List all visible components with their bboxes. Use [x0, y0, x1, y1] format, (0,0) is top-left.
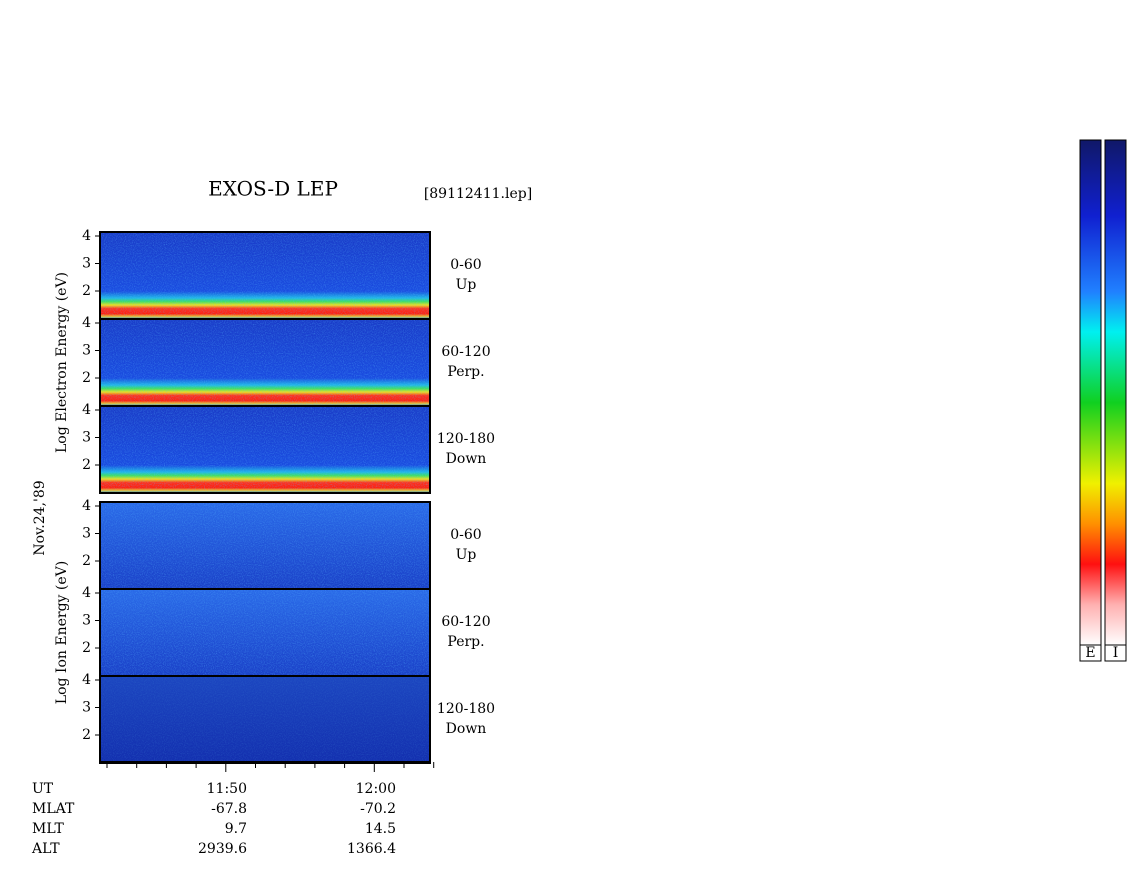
direction: Up — [456, 547, 477, 563]
y-tick-label: 4 — [82, 585, 91, 601]
spectrogram-noise — [100, 319, 430, 406]
file-name: [89112411.lep] — [424, 186, 532, 202]
y-tick-label: 3 — [82, 700, 91, 716]
y-tick-label: 3 — [82, 526, 91, 542]
row-value: 12:00 — [356, 781, 396, 797]
y-tick-label: 4 — [82, 315, 91, 331]
row-name: MLAT — [32, 801, 75, 817]
row-value: 1366.4 — [347, 841, 396, 857]
row-name: MLT — [32, 821, 64, 837]
axis-label: Log Ion Energy (eV) — [54, 561, 70, 704]
color-bar-label: E — [1085, 645, 1095, 661]
row-value: 9.7 — [225, 821, 247, 837]
y-tick-label: 2 — [82, 370, 91, 386]
pitch-angle: 0-60 — [450, 257, 481, 273]
y-tick-label: 3 — [82, 613, 91, 629]
y-tick-label: 4 — [82, 498, 91, 514]
row-value: -70.2 — [360, 801, 396, 817]
row-name: UT — [32, 781, 54, 797]
title: EXOS-D LEP — [208, 177, 338, 201]
pitch-angle: 120-180 — [437, 431, 495, 447]
spectrogram-noise — [100, 232, 430, 319]
pitch-angle: 60-120 — [441, 344, 490, 360]
color-bar — [1079, 139, 1102, 646]
direction: Perp. — [447, 634, 484, 650]
direction: Down — [446, 721, 487, 737]
color-bar-label-box — [1079, 644, 1102, 662]
spectrogram-noise — [100, 406, 430, 493]
spectrogram-noise — [100, 589, 430, 676]
row-value: 14.5 — [365, 821, 396, 837]
date: Nov.24,'89 — [32, 480, 48, 555]
direction: Up — [456, 277, 477, 293]
row-name: ALT — [31, 841, 60, 857]
y-tick-label: 3 — [82, 343, 91, 359]
row-value: -67.8 — [211, 801, 247, 817]
pitch-angle: 120-180 — [437, 701, 495, 717]
pitch-angle: 0-60 — [450, 527, 481, 543]
y-tick-label: 2 — [82, 640, 91, 656]
y-tick-label: 2 — [82, 553, 91, 569]
y-tick-label: 3 — [82, 430, 91, 446]
panel-frame — [99, 405, 431, 494]
y-tick-label: 2 — [82, 283, 91, 299]
spectrogram-noise — [100, 502, 430, 589]
spectrogram-noise — [100, 676, 430, 763]
y-tick-label: 4 — [82, 672, 91, 688]
y-tick-label: 4 — [82, 228, 91, 244]
y-tick-label: 2 — [82, 727, 91, 743]
y-tick-label: 3 — [82, 256, 91, 272]
axis-label: Log Electron Energy (eV) — [54, 272, 70, 453]
color-bar — [1104, 139, 1127, 646]
direction: Down — [446, 451, 487, 467]
direction: Perp. — [447, 364, 484, 380]
y-tick-label: 4 — [82, 402, 91, 418]
spectrogram-dark — [100, 676, 430, 763]
y-tick-label: 2 — [82, 457, 91, 473]
color-bar-label-box — [1104, 644, 1127, 662]
color-bar-label: I — [1113, 645, 1119, 661]
pitch-angle: 60-120 — [441, 614, 490, 630]
row-value: 11:50 — [207, 781, 247, 797]
row-value: 2939.6 — [198, 841, 247, 857]
